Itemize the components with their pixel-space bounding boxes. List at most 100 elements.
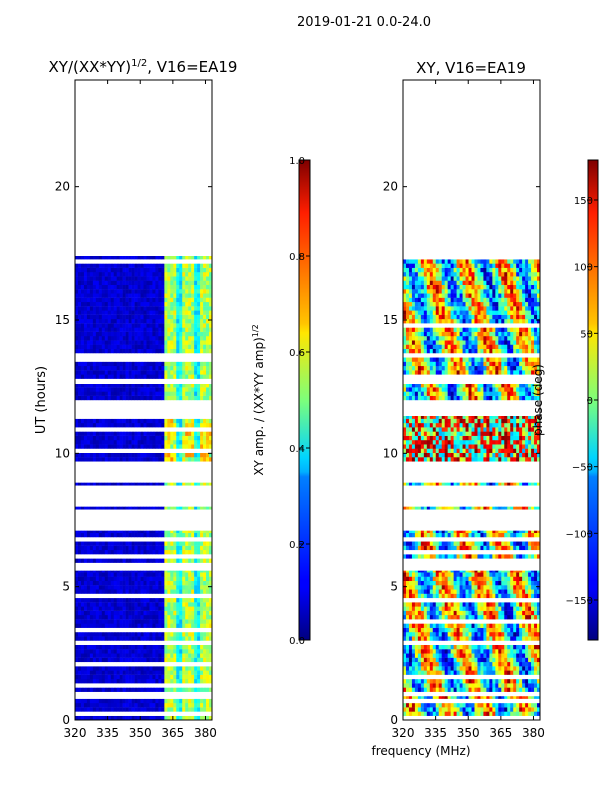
- heatmap-cell: [188, 280, 192, 285]
- heatmap-cell: [80, 632, 85, 637]
- heatmap-cell: [182, 289, 186, 294]
- heatmap-cell: [80, 448, 85, 453]
- heatmap-cell: [152, 365, 156, 371]
- heatmap-cell: [170, 256, 174, 260]
- heatmap-cell: [164, 678, 168, 684]
- heatmap-cell: [209, 370, 212, 375]
- heatmap-cell: [525, 649, 529, 654]
- heatmap-cell: [98, 632, 103, 637]
- heatmap-cell: [537, 661, 540, 667]
- heatmap-cell: [441, 678, 445, 684]
- heatmap-cell: [119, 661, 123, 667]
- heatmap-cell: [188, 549, 192, 555]
- heatmap-cell: [209, 452, 212, 458]
- heatmap-cell: [158, 649, 162, 654]
- heatmap-cell: [110, 256, 115, 260]
- heatmap-cell: [185, 314, 189, 320]
- heatmap-cell: [92, 707, 97, 712]
- heatmap-cell: [104, 327, 109, 332]
- heatmap-cell: [77, 276, 82, 281]
- heatmap-cell: [122, 570, 126, 573]
- heatmap-cell: [158, 344, 162, 349]
- heatmap-cell: [146, 674, 150, 680]
- heatmap-cell: [134, 284, 138, 290]
- heatmap-cell: [119, 702, 123, 708]
- heatmap-cell: [188, 318, 192, 324]
- heatmap-cell: [528, 661, 532, 667]
- heatmap-cell: [185, 276, 189, 281]
- heatmap-cell: [531, 670, 535, 675]
- heatmap-cell: [125, 541, 129, 546]
- heatmap-cell: [146, 310, 150, 315]
- heatmap-cell: [179, 606, 183, 611]
- heatmap-cell: [101, 619, 106, 624]
- heatmap-cell: [188, 683, 192, 688]
- heatmap-cell: [110, 482, 115, 486]
- heatmap-cell: [164, 698, 168, 704]
- heatmap-cell: [504, 666, 508, 671]
- heatmap-cell: [161, 387, 165, 392]
- heatmap-cell: [194, 318, 198, 324]
- heatmap-cell: [95, 416, 100, 419]
- heatmap-cell: [185, 435, 189, 441]
- heatmap-cell: [161, 323, 165, 328]
- heatmap-cell: [80, 597, 85, 603]
- heatmap-cell: [122, 256, 126, 260]
- heatmap-cell: [203, 649, 207, 654]
- heatmap-cell: [107, 554, 112, 559]
- heatmap-cell: [161, 416, 165, 419]
- heatmap-cell: [167, 374, 171, 379]
- heatmap-cell: [188, 276, 192, 281]
- heatmap-cell: [453, 674, 457, 680]
- heatmap-cell: [194, 272, 198, 277]
- heatmap-cell: [209, 361, 212, 367]
- heatmap-cell: [125, 614, 129, 620]
- heatmap-cell: [167, 558, 171, 563]
- heatmap-cell: [200, 448, 204, 453]
- heatmap-cell: [155, 610, 159, 616]
- heatmap-cell: [95, 482, 100, 486]
- heatmap-cell: [179, 267, 183, 273]
- heatmap-cell: [86, 263, 91, 268]
- heatmap-cell: [155, 418, 159, 424]
- heatmap-cell: [122, 452, 126, 458]
- heatmap-cell: [414, 698, 419, 704]
- heatmap-cell: [101, 318, 106, 324]
- heatmap-cell: [516, 691, 520, 697]
- heatmap-cell: [170, 276, 174, 281]
- heatmap-cell: [143, 530, 147, 533]
- heatmap-cell: [146, 653, 150, 658]
- heatmap-cell: [161, 289, 165, 294]
- heatmap-cell: [167, 589, 171, 594]
- heatmap-cell: [149, 549, 153, 555]
- heatmap-cell: [209, 610, 212, 616]
- heatmap-cell: [206, 272, 210, 277]
- heatmap-cell: [131, 323, 135, 328]
- heatmap-cell: [116, 344, 120, 349]
- heatmap-cell: [104, 435, 109, 441]
- heatmap-cell: [185, 395, 189, 401]
- heatmap-cell: [420, 687, 425, 692]
- left-y-axis-label: UT (hours): [34, 366, 49, 434]
- heatmap-cell: [158, 711, 162, 716]
- heatmap-cell: [453, 711, 457, 716]
- heatmap-cell: [116, 580, 120, 586]
- heatmap-cell: [116, 661, 120, 667]
- heatmap-cell: [185, 687, 189, 692]
- heatmap-cell: [408, 678, 413, 684]
- heatmap-cell: [158, 263, 162, 268]
- heatmap-cell: [152, 284, 156, 290]
- heatmap-cell: [104, 627, 109, 633]
- heatmap-cell: [167, 440, 171, 445]
- heatmap-cell: [86, 387, 91, 392]
- heatmap-cell: [77, 331, 82, 337]
- heatmap-cell: [164, 444, 168, 449]
- heatmap-cell: [125, 506, 129, 510]
- heatmap-cell: [104, 272, 109, 277]
- heatmap-cell: [83, 344, 88, 349]
- heatmap-cell: [128, 627, 132, 633]
- heatmap-cell: [191, 606, 195, 611]
- heatmap-cell: [92, 585, 97, 590]
- heatmap-cell: [113, 576, 117, 581]
- heatmap-cell: [203, 554, 207, 559]
